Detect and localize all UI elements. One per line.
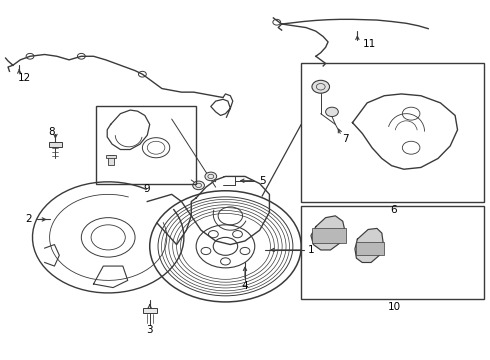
Bar	[49, 142, 62, 147]
Text: 11: 11	[363, 39, 376, 49]
Bar	[108, 155, 114, 165]
Text: 10: 10	[388, 302, 401, 312]
Text: 4: 4	[242, 281, 248, 291]
Bar	[356, 242, 384, 255]
Text: 2: 2	[25, 215, 32, 224]
Polygon shape	[355, 228, 383, 262]
Text: 6: 6	[391, 206, 397, 216]
Text: 1: 1	[308, 245, 314, 255]
Bar	[106, 155, 117, 158]
Polygon shape	[311, 216, 345, 250]
Bar	[143, 308, 157, 313]
Bar	[301, 63, 485, 202]
Text: 9: 9	[143, 184, 149, 194]
Text: 3: 3	[147, 325, 153, 334]
Circle shape	[312, 80, 330, 93]
Circle shape	[193, 181, 204, 190]
Circle shape	[326, 107, 338, 117]
Text: 12: 12	[18, 73, 31, 83]
Bar	[301, 206, 485, 299]
Bar	[96, 107, 196, 184]
Text: 5: 5	[259, 176, 266, 186]
Circle shape	[205, 172, 217, 181]
Text: 7: 7	[342, 134, 348, 144]
Bar	[313, 228, 345, 243]
Text: 8: 8	[49, 127, 55, 136]
